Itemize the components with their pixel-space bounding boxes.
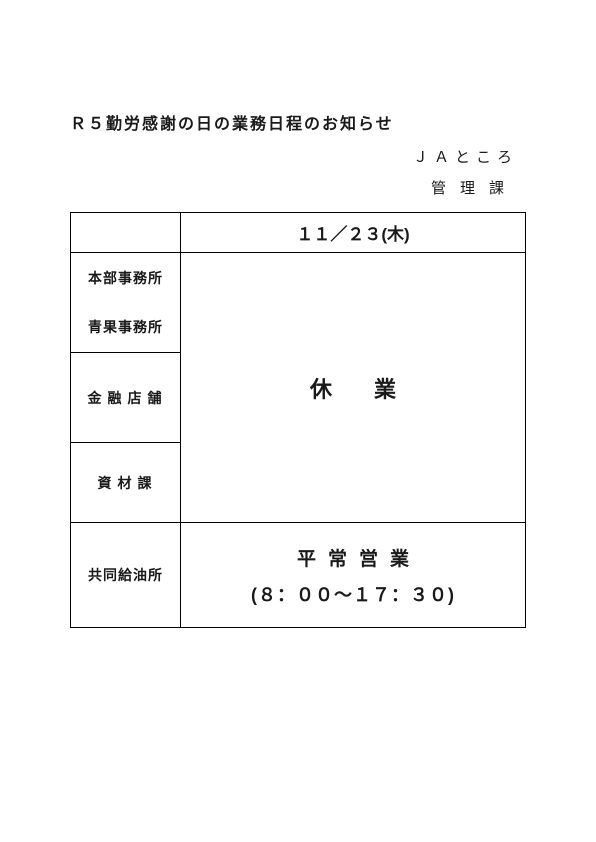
organization-name: ＪＡところ <box>70 146 526 167</box>
row-label-honbu: 本部事務所 <box>71 253 181 303</box>
date-header: １１／２３(木) <box>181 213 526 253</box>
department-name: 管理課 <box>70 177 526 198</box>
normal-line2: (８：００～１７：３０) <box>181 581 525 607</box>
page-title: Ｒ５勤労感謝の日の業務日程のお知らせ <box>70 110 526 134</box>
corner-cell <box>71 213 181 253</box>
closed-cell: 休業 <box>181 253 526 523</box>
document-page: Ｒ５勤労感謝の日の業務日程のお知らせ ＪＡところ 管理課 １１／２３(木) 本部… <box>0 0 596 628</box>
table-row: 共同給油所 平常営業 (８：００～１７：３０) <box>71 523 526 628</box>
normal-line1: 平常営業 <box>181 544 525 571</box>
row-label-shizai: 資材課 <box>71 443 181 523</box>
normal-cell: 平常営業 (８：００～１７：３０) <box>181 523 526 628</box>
table-row: 本部事務所 休業 <box>71 253 526 303</box>
normal-wrap: 平常営業 (８：００～１７：３０) <box>181 530 525 621</box>
row-label-kinyu: 金融店舗 <box>71 353 181 443</box>
row-label-seika: 青果事務所 <box>71 303 181 353</box>
row-label-kyodo: 共同給油所 <box>71 523 181 628</box>
schedule-table: １１／２３(木) 本部事務所 休業 青果事務所 金融店舗 資材課 共同給油所 平… <box>70 212 526 628</box>
table-row: １１／２３(木) <box>71 213 526 253</box>
